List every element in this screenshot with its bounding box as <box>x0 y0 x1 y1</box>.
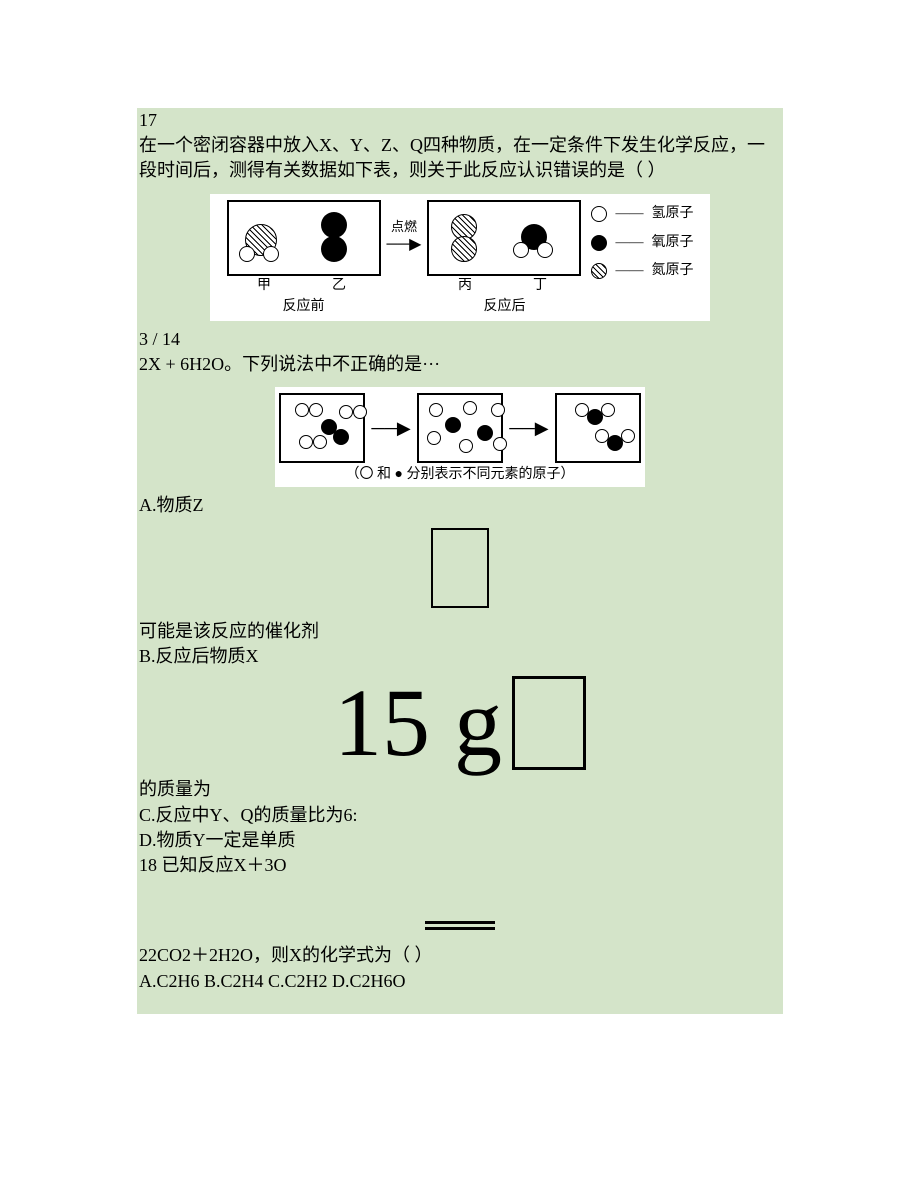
legend-atom-hatch <box>591 263 607 279</box>
d2-arrow-2: ──▶ <box>507 416 550 441</box>
option-a-line1: A.物质Z <box>137 493 783 518</box>
particle-box-3 <box>555 393 641 463</box>
legend-row-h: —— 氢原子 <box>591 204 693 224</box>
option-a-line2: 可能是该反应的催化剂 <box>137 619 783 644</box>
particle-box-2 <box>417 393 503 463</box>
option-c: C.反应中Y、Q的质量比为6: <box>137 803 783 828</box>
page: 17 在一个密闭容器中放入X、Y、Z、Q四种物质，在一定条件下发生化学反应，一 … <box>137 108 783 1014</box>
diagram-reaction: 甲 乙 反应前 点燃 ──▶ 丙 丁 反应后 <box>210 194 710 321</box>
big-15g: 15 g <box>137 675 783 771</box>
sub-yi: 乙 <box>332 276 346 296</box>
panel-after: 丙 丁 反应后 <box>427 200 581 317</box>
q18-choices: A.C2H6 B.C2H4 C.C2H2 D.C2H6O <box>137 969 783 1014</box>
d2-arrow-1: ──▶ <box>369 416 412 441</box>
line-after-pagenum: 2X + 6H2O。下列说法中不正确的是··· <box>137 352 783 377</box>
legend-label-0: 氢原子 <box>651 204 693 224</box>
panel-before: 甲 乙 反应前 <box>227 200 381 317</box>
q18-line1: 18 已知反应X＋3O <box>137 853 783 878</box>
caption-before: 反应前 <box>227 297 381 317</box>
q17-prompt-line2: 段时间后，测得有关数据如下表，则关于此反应认识错误的是（ ） <box>137 158 783 183</box>
placeholder-box-icon <box>512 676 586 770</box>
caption-after: 反应后 <box>427 297 581 317</box>
option-b-line1: B.反应后物质X <box>137 644 783 669</box>
q17-prompt-line1: 在一个密闭容器中放入X、Y、Z、Q四种物质，在一定条件下发生化学反应，一 <box>137 133 783 158</box>
arrow-glyph: ──▶ <box>387 237 422 253</box>
equals-bar <box>137 912 783 937</box>
d2-caption: （〇 和 ● 分别表示不同元素的原子） <box>279 465 641 485</box>
reaction-arrow: 点燃 ──▶ <box>387 200 422 272</box>
sub-ding: 丁 <box>533 276 547 296</box>
legend: —— 氢原子 —— 氧原子 —— 氮原子 <box>587 200 693 286</box>
option-d: D.物质Y一定是单质 <box>137 828 783 853</box>
diagram-particles: ──▶ ──▶ （〇 和 ● 分别表示不同元素的原子） <box>275 387 645 487</box>
page-number: 3 / 14 <box>137 327 783 352</box>
legend-row-o: —— 氧原子 <box>591 233 693 253</box>
sub-jia: 甲 <box>257 276 271 296</box>
legend-atom-black <box>591 235 607 251</box>
big-value-text: 15 g <box>334 675 502 771</box>
sub-bing: 丙 <box>458 276 472 296</box>
option-b-line2: 的质量为 <box>137 777 783 802</box>
legend-label-2: 氮原子 <box>651 261 693 281</box>
particle-box-1 <box>279 393 365 463</box>
legend-label-1: 氧原子 <box>651 233 693 253</box>
q18-line2: 22CO2＋2H2O，则X的化学式为（ ） <box>137 943 783 968</box>
legend-row-n: —— 氮原子 <box>591 261 693 281</box>
legend-atom-white <box>591 206 607 222</box>
placeholder-rect <box>137 528 783 615</box>
q17-number: 17 <box>137 108 783 133</box>
arrow-label: 点燃 <box>391 218 417 236</box>
